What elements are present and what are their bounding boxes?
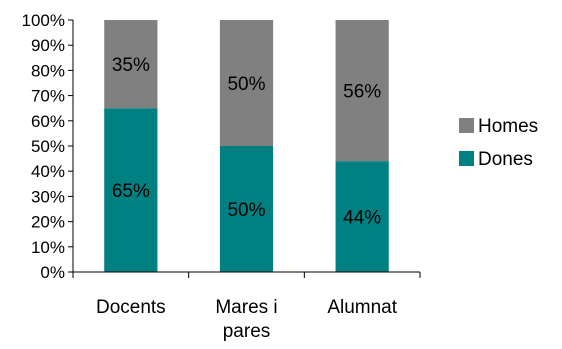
data-label: 65% [112, 181, 150, 202]
legend-swatch-homes [459, 118, 474, 133]
bar-dones-1 [104, 108, 158, 272]
y-tick-label: 40% [31, 162, 65, 181]
x-category-label-line: pares [223, 321, 271, 342]
y-tick-label: 50% [31, 137, 65, 156]
x-category-label: Docents [96, 297, 166, 318]
y-tick-label: 30% [31, 187, 65, 206]
y-tick-label: 0% [40, 263, 65, 282]
legend-label-dones: Dones [478, 149, 533, 170]
y-tick-label: 10% [31, 238, 65, 257]
data-label: 35% [112, 55, 150, 76]
bar-dones-3 [335, 161, 389, 272]
y-tick-label: 100% [22, 11, 65, 30]
y-tick-label: 90% [31, 36, 65, 55]
x-category-label-line: Docents [96, 297, 166, 318]
x-category-label: Mares i pares [215, 297, 277, 342]
data-label: 50% [227, 74, 265, 95]
legend-swatch-dones [459, 151, 474, 166]
bar-dones-2 [219, 146, 274, 272]
legend: Homes Dones [459, 116, 538, 170]
data-label: 56% [343, 82, 381, 103]
y-axis: 0% 10% 20% 30% 40% 50% 60% 70% 80% 90% 100% [22, 11, 74, 282]
y-tick-label: 80% [31, 61, 65, 80]
bar-homes-3 [335, 20, 389, 162]
data-label: 50% [227, 200, 265, 221]
data-label: 44% [343, 208, 381, 229]
x-category-label-line: Alumnat [327, 297, 397, 318]
bar-homes-2 [219, 20, 274, 146]
bar-homes-1 [104, 20, 158, 109]
legend-label-homes: Homes [478, 116, 538, 137]
bars: 65% 35% 50% 50% 44% 56% [104, 20, 389, 272]
x-axis: Docents Mares i pares Alumnat [72, 271, 421, 342]
y-tick-label: 70% [31, 87, 65, 106]
y-tick-label: 20% [31, 213, 65, 232]
x-category-label-line: Mares i [215, 297, 277, 318]
x-category-label: Alumnat [327, 297, 397, 318]
y-tick-label: 60% [31, 112, 65, 131]
